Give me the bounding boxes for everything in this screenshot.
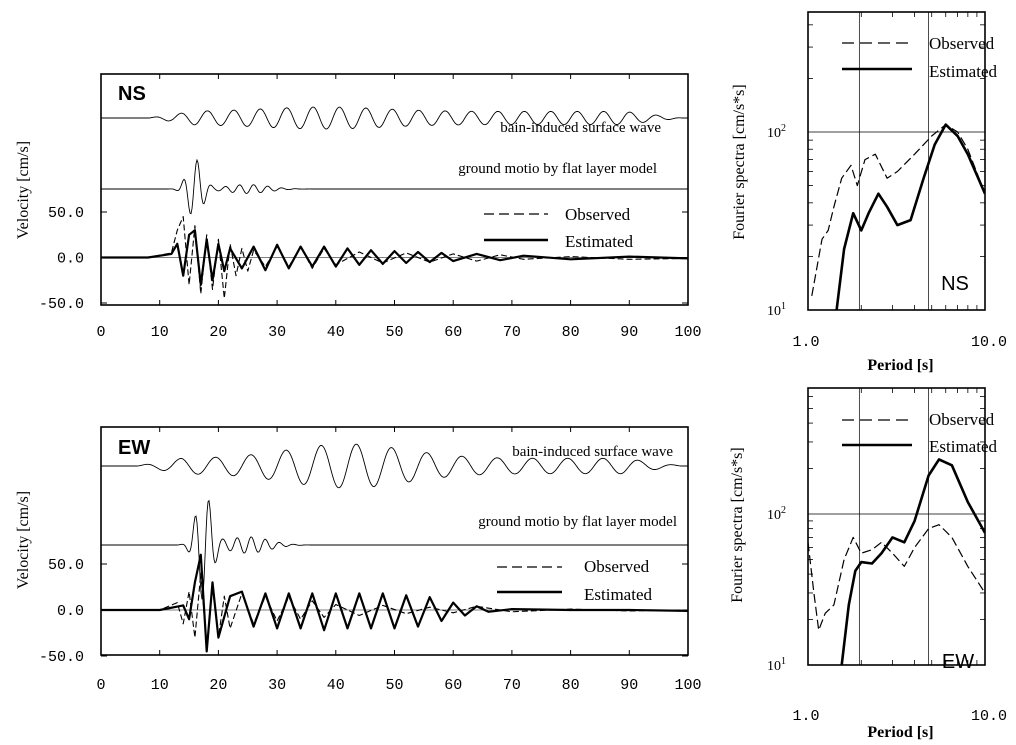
y-tick-label: 50.0 [48,557,84,574]
x-tick-label: 1.0 [792,708,819,725]
y-tick-label: 102 [767,123,786,141]
x-tick-label: 90 [620,324,638,341]
x-tick-label: 60 [444,677,462,694]
y-axis-label: Velocity [cm/s] [15,491,32,589]
x-tick-label: 1.0 [792,334,819,351]
estimated-series [101,229,689,286]
ns-spectra-panel: 1.0 10.0 Period [s] 101 102 Fourier spectra [… [731,11,1007,374]
x-tick-label: 10 [151,324,169,341]
x-tick-label: 30 [268,324,286,341]
observed-series [101,216,689,299]
legend-observed-label: Observed [584,557,650,576]
estimated-series [835,123,985,310]
x-tick-label: 60 [444,324,462,341]
surface-wave-label: bain-induced surface wave [500,120,661,136]
panel-label: EW [118,437,150,459]
observed-series [101,572,689,648]
flat-layer-label: ground motio by flat layer model [478,514,677,530]
ew-spectra-panel: 1.0 10.0 Period [s] 101 102 Fourier spectra [… [729,387,1007,741]
ew-velocity-panel: 0 10 20 30 40 50 60 70 80 90 100 50.0 0.0 -50.0 Veloci… [15,426,702,694]
plot-frame [100,426,689,656]
ns-velocity-panel: 0 10 20 30 40 50 60 70 80 90 100 50.0 0.0 -50.0 Veloci… [15,73,702,341]
x-tick-label: 10 [151,677,169,694]
x-tick-label: 100 [674,677,701,694]
legend-estimated-label: Estimated [929,437,997,456]
x-tick-label: 10.0 [971,708,1007,725]
flat-layer-label: ground motio by flat layer model [458,161,657,177]
legend-estimated-label: Estimated [929,62,997,81]
legend-observed-label: Observed [929,34,995,53]
y-tick-label: -50.0 [39,649,84,666]
x-tick-label: 70 [503,324,521,341]
surface-wave-trace [101,106,688,130]
flat-layer-trace [101,499,688,600]
x-tick-label: 30 [268,677,286,694]
legend-observed-label: Observed [929,410,995,429]
panel-label: NS [118,83,146,105]
x-tick-label: 80 [562,324,580,341]
legend-observed-label: Observed [565,205,631,224]
plot-frame [100,73,689,306]
y-tick-label: 50.0 [48,205,84,222]
x-tick-label: 100 [674,324,701,341]
y-axis-label: Velocity [cm/s] [15,141,32,239]
surface-wave-trace [101,443,688,489]
y-tick-label: 0.0 [57,251,84,268]
legend-estimated-label: Estimated [565,232,633,251]
x-tick-label: 20 [209,677,227,694]
x-tick-label: 70 [503,677,521,694]
estimated-series [840,458,985,665]
x-tick-label: 40 [327,677,345,694]
y-tick-label: 0.0 [57,603,84,620]
estimated-series [101,553,689,653]
x-tick-label: 0 [96,677,105,694]
x-tick-label: 90 [620,677,638,694]
y-axis-label: Fourier spectra [cm/s*s] [729,447,746,603]
x-tick-label: 50 [385,677,403,694]
x-axis-label: Period [s] [867,724,933,741]
plot-frame [807,387,986,666]
y-axis-label: Fourier spectra [cm/s*s] [731,84,748,240]
x-tick-label: 20 [209,324,227,341]
legend-estimated-label: Estimated [584,585,652,604]
y-tick-label: 101 [767,656,786,674]
x-tick-label: 0 [96,324,105,341]
panel-label: NS [941,273,969,295]
y-tick-label: 102 [767,505,786,523]
flat-layer-trace [101,158,688,215]
x-tick-label: 40 [327,324,345,341]
plot-frame [807,11,986,311]
x-axis-label: Period [s] [867,357,933,374]
panel-label: EW [942,651,974,673]
observed-series [808,524,985,631]
x-tick-label: 50 [385,324,403,341]
x-tick-label: 10.0 [971,334,1007,351]
observed-series [811,124,985,297]
y-tick-label: 101 [767,301,786,319]
x-tick-label: 80 [562,677,580,694]
surface-wave-label: bain-induced surface wave [512,444,673,460]
y-tick-label: -50.0 [39,296,84,313]
